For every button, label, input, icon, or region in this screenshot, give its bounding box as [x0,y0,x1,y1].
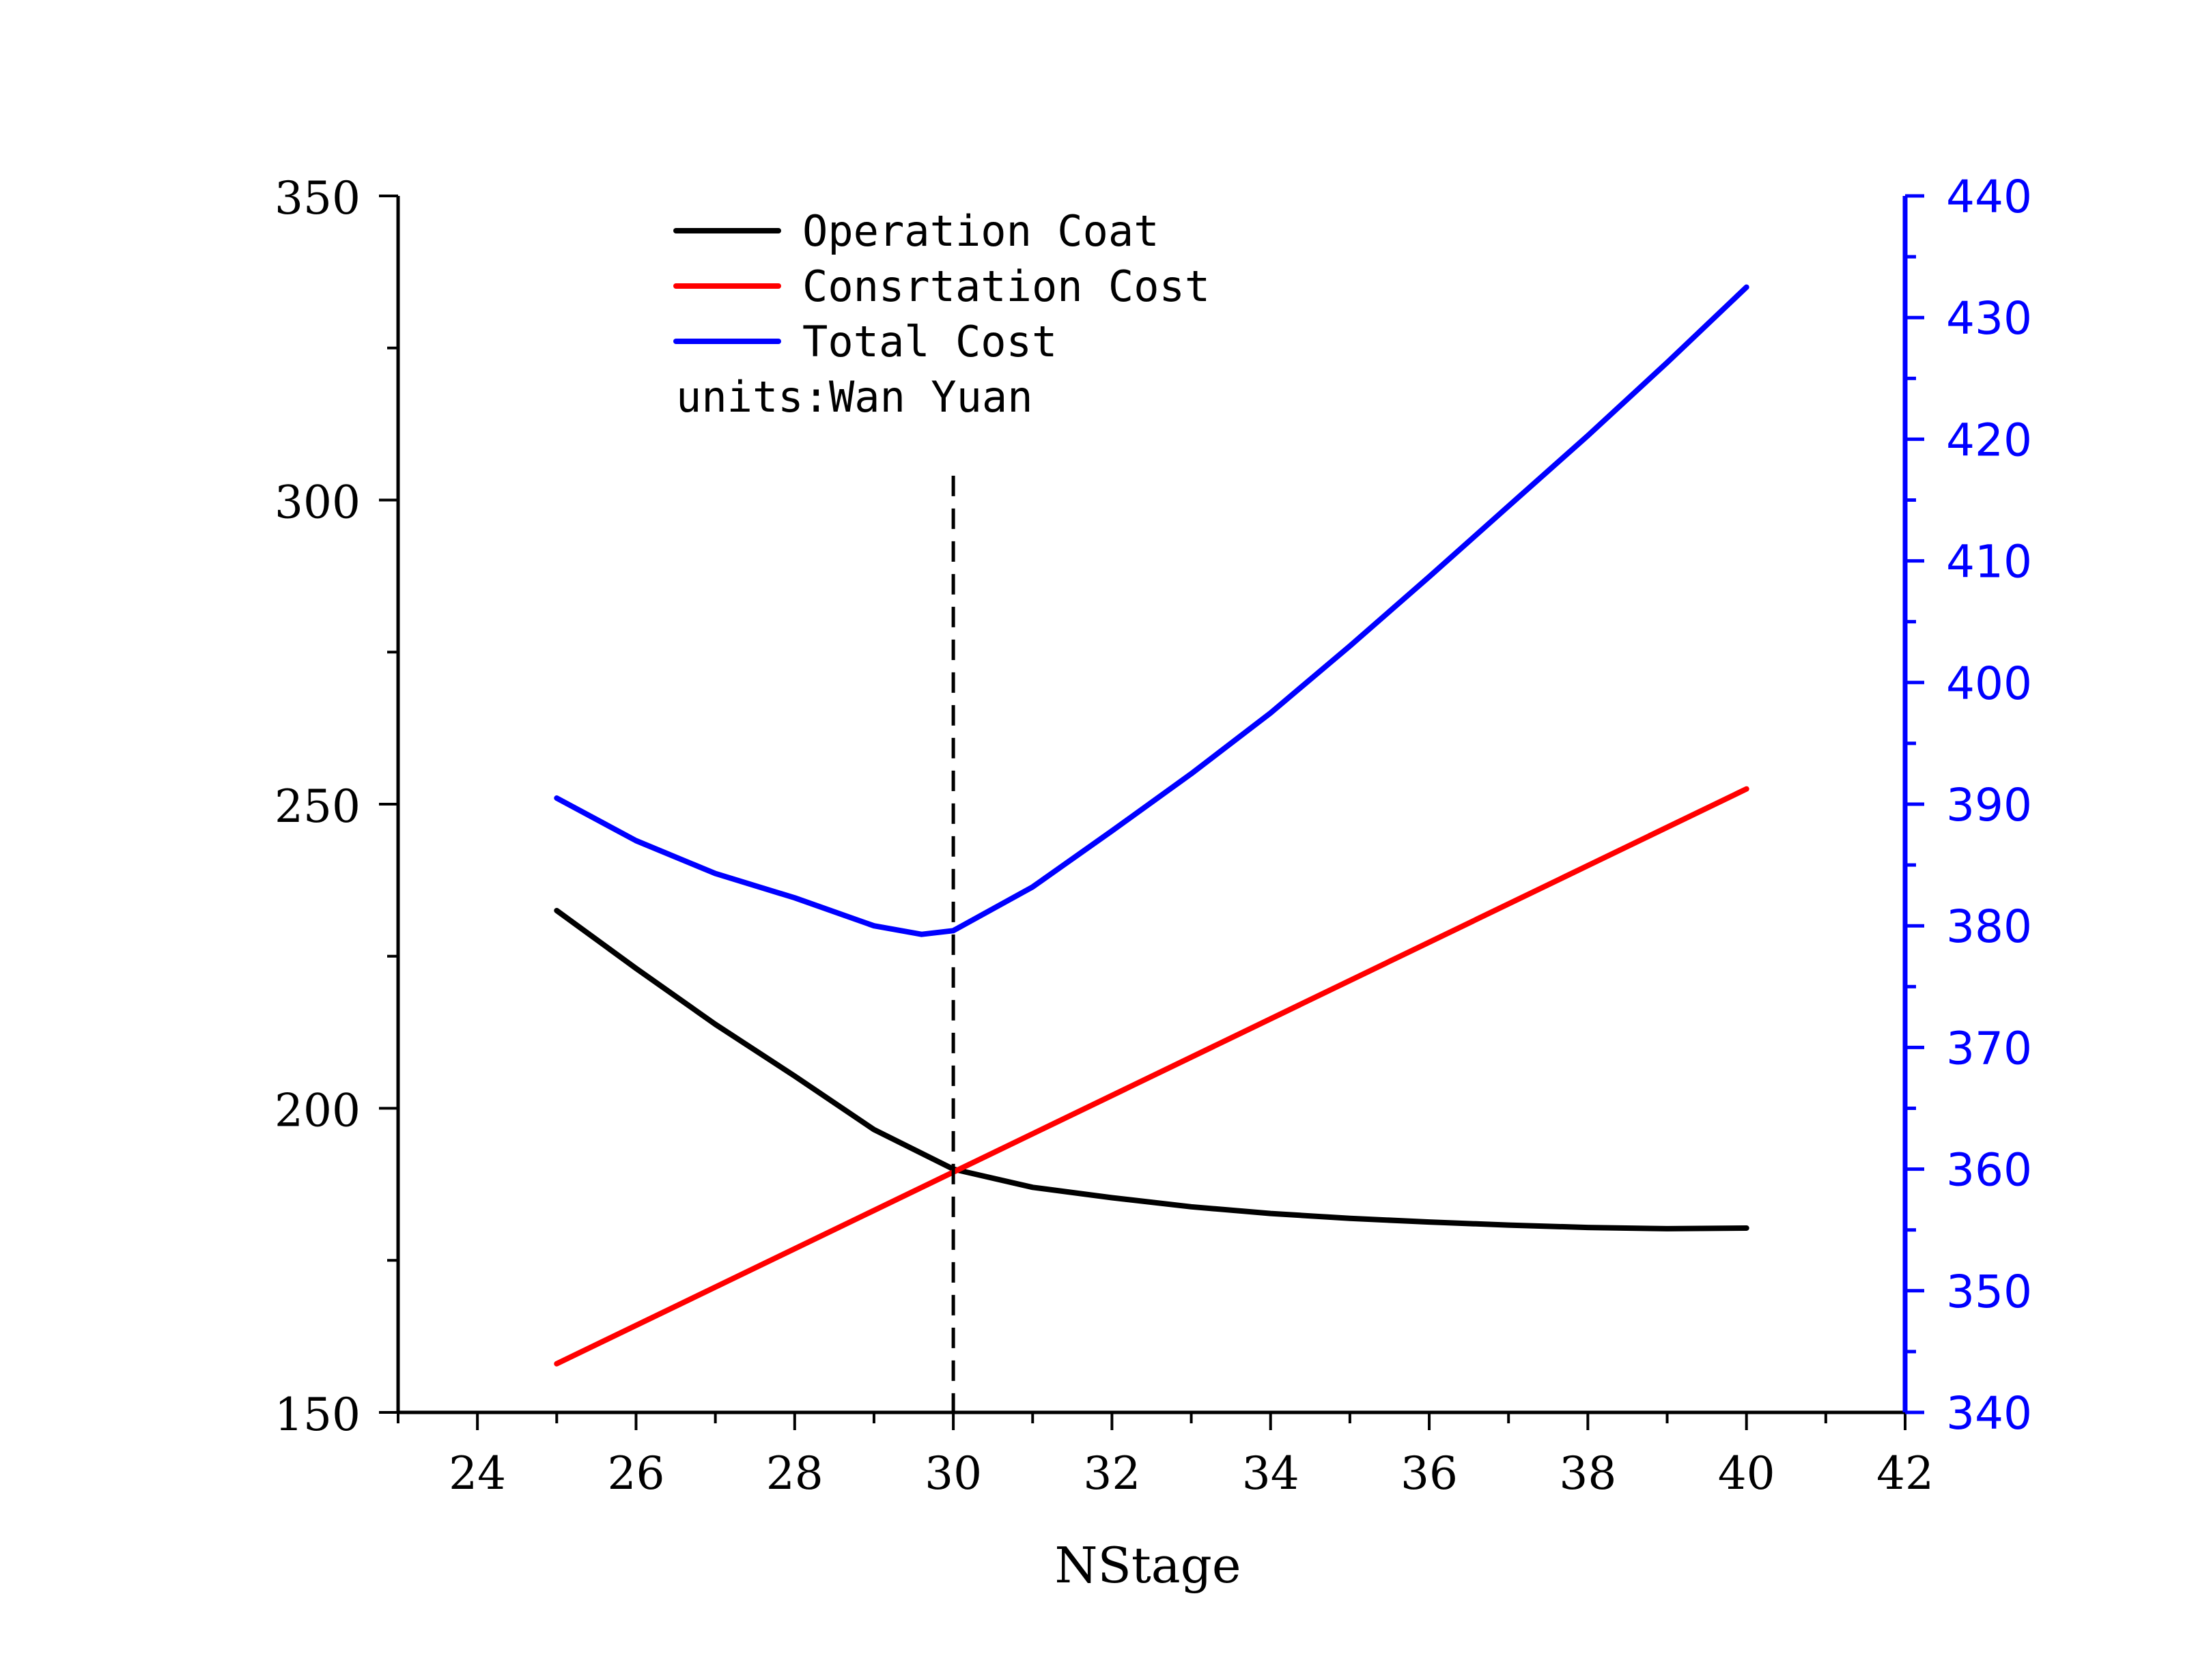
y-right-tick-label: 350 [1946,1266,2032,1318]
legend-label: Consrtation Cost [802,261,1210,311]
x-tick-label: 40 [1718,1447,1775,1500]
legend-label: Total Cost [802,317,1057,367]
y-left-tick-label: 350 [274,172,361,225]
legend-label: Operation Coat [802,206,1159,256]
x-tick-label: 38 [1559,1447,1616,1500]
x-tick-label: 34 [1242,1447,1299,1500]
x-tick-label: 28 [766,1447,824,1500]
x-tick-label: 30 [925,1447,982,1500]
series-line-consrtation-cost [554,786,1749,1367]
series-line-operation-coat [554,907,1749,1231]
x-axis-title: NStage [1055,1537,1241,1594]
x-tick-label: 42 [1876,1447,1934,1500]
y-right-tick-label: 410 [1946,536,2032,588]
x-tick-label: 36 [1400,1447,1458,1500]
y-left-tick-label: 200 [274,1085,361,1137]
y-left-tick-label: 300 [274,476,361,529]
y-right-tick-label: 360 [1946,1144,2032,1197]
y-right-tick-label: 380 [1946,900,2032,953]
y-left-tick-label: 150 [274,1389,361,1441]
series-layer [554,284,1749,1412]
y-right-tick-label: 370 [1946,1022,2032,1074]
y-right-tick-label: 420 [1946,414,2032,466]
x-tick-label: 26 [607,1447,664,1500]
y-right-tick-label: 340 [1946,1387,2032,1440]
y-left-tick-label: 250 [274,780,361,833]
y-right-tick-label: 400 [1946,657,2032,710]
y-right-tick-label: 430 [1946,292,2032,345]
series-line-total-cost [554,284,1749,937]
x-tick-label: 32 [1083,1447,1140,1500]
legend-units-note: units:Wan Yuan [676,372,1033,422]
y-right-tick-label: 440 [1946,171,2032,223]
y-right-tick-label: 390 [1946,779,2032,831]
axes-layer: 24 26 28 30 32 34 36 38 40 42 150 200 250 300 350 340 35… [274,171,2032,1500]
x-tick-label: 24 [449,1447,506,1500]
